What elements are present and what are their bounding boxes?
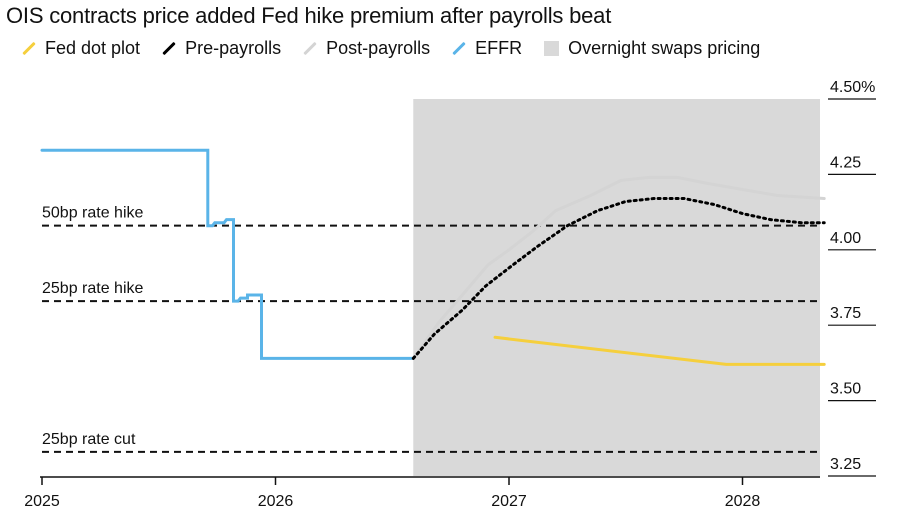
legend-item-post-payrolls: Post-payrolls — [303, 38, 430, 59]
y-tick-label: 3.75 — [830, 305, 861, 322]
chart-title: OIS contracts price added Fed hike premi… — [6, 3, 612, 28]
y-tick-label: 3.50 — [830, 381, 861, 398]
series-line-pre-payrolls — [411, 197, 826, 360]
series-line-effr — [40, 148, 415, 360]
swaps-pricing-region — [413, 99, 820, 476]
x-tick-label: 2025 — [24, 493, 60, 510]
legend-item-effr: EFFR — [452, 38, 522, 59]
series-line-fed-dot-plot — [493, 335, 826, 366]
y-tick-label: 4.00 — [830, 230, 861, 247]
legend-label-pre-payrolls: Pre-payrolls — [185, 38, 282, 58]
y-tick-label: 3.25 — [830, 456, 861, 473]
legend-item-pre-payrolls: Pre-payrolls — [162, 38, 281, 59]
reference-line-label: 25bp rate cut — [42, 431, 136, 448]
legend-label-effr: EFFR — [475, 38, 523, 58]
reference-line-label: 50bp rate hike — [42, 205, 144, 222]
reference-line-label: 25bp rate hike — [42, 280, 144, 297]
series-line-post-payrolls — [411, 175, 826, 360]
legend-item-swaps-pricing: Overnight swaps pricing — [544, 38, 760, 59]
x-tick-label: 2028 — [725, 493, 761, 510]
y-tick-label: 4.25 — [830, 154, 861, 171]
y-tick-label: 4.50% — [830, 79, 875, 96]
x-tick-label: 2026 — [258, 493, 294, 510]
legend-label-fed-dot-plot: Fed dot plot — [45, 38, 141, 58]
legend-label-swaps-pricing: Overnight swaps pricing — [568, 38, 761, 58]
legend-item-fed-dot-plot: Fed dot plot — [22, 38, 140, 59]
x-tick-label: 2027 — [491, 493, 527, 510]
swaps-pricing-swatch — [544, 41, 560, 56]
legend: Fed dot plot Pre-payrolls Post-payrolls … — [22, 38, 782, 59]
legend-label-post-payrolls: Post-payrolls — [326, 38, 431, 58]
